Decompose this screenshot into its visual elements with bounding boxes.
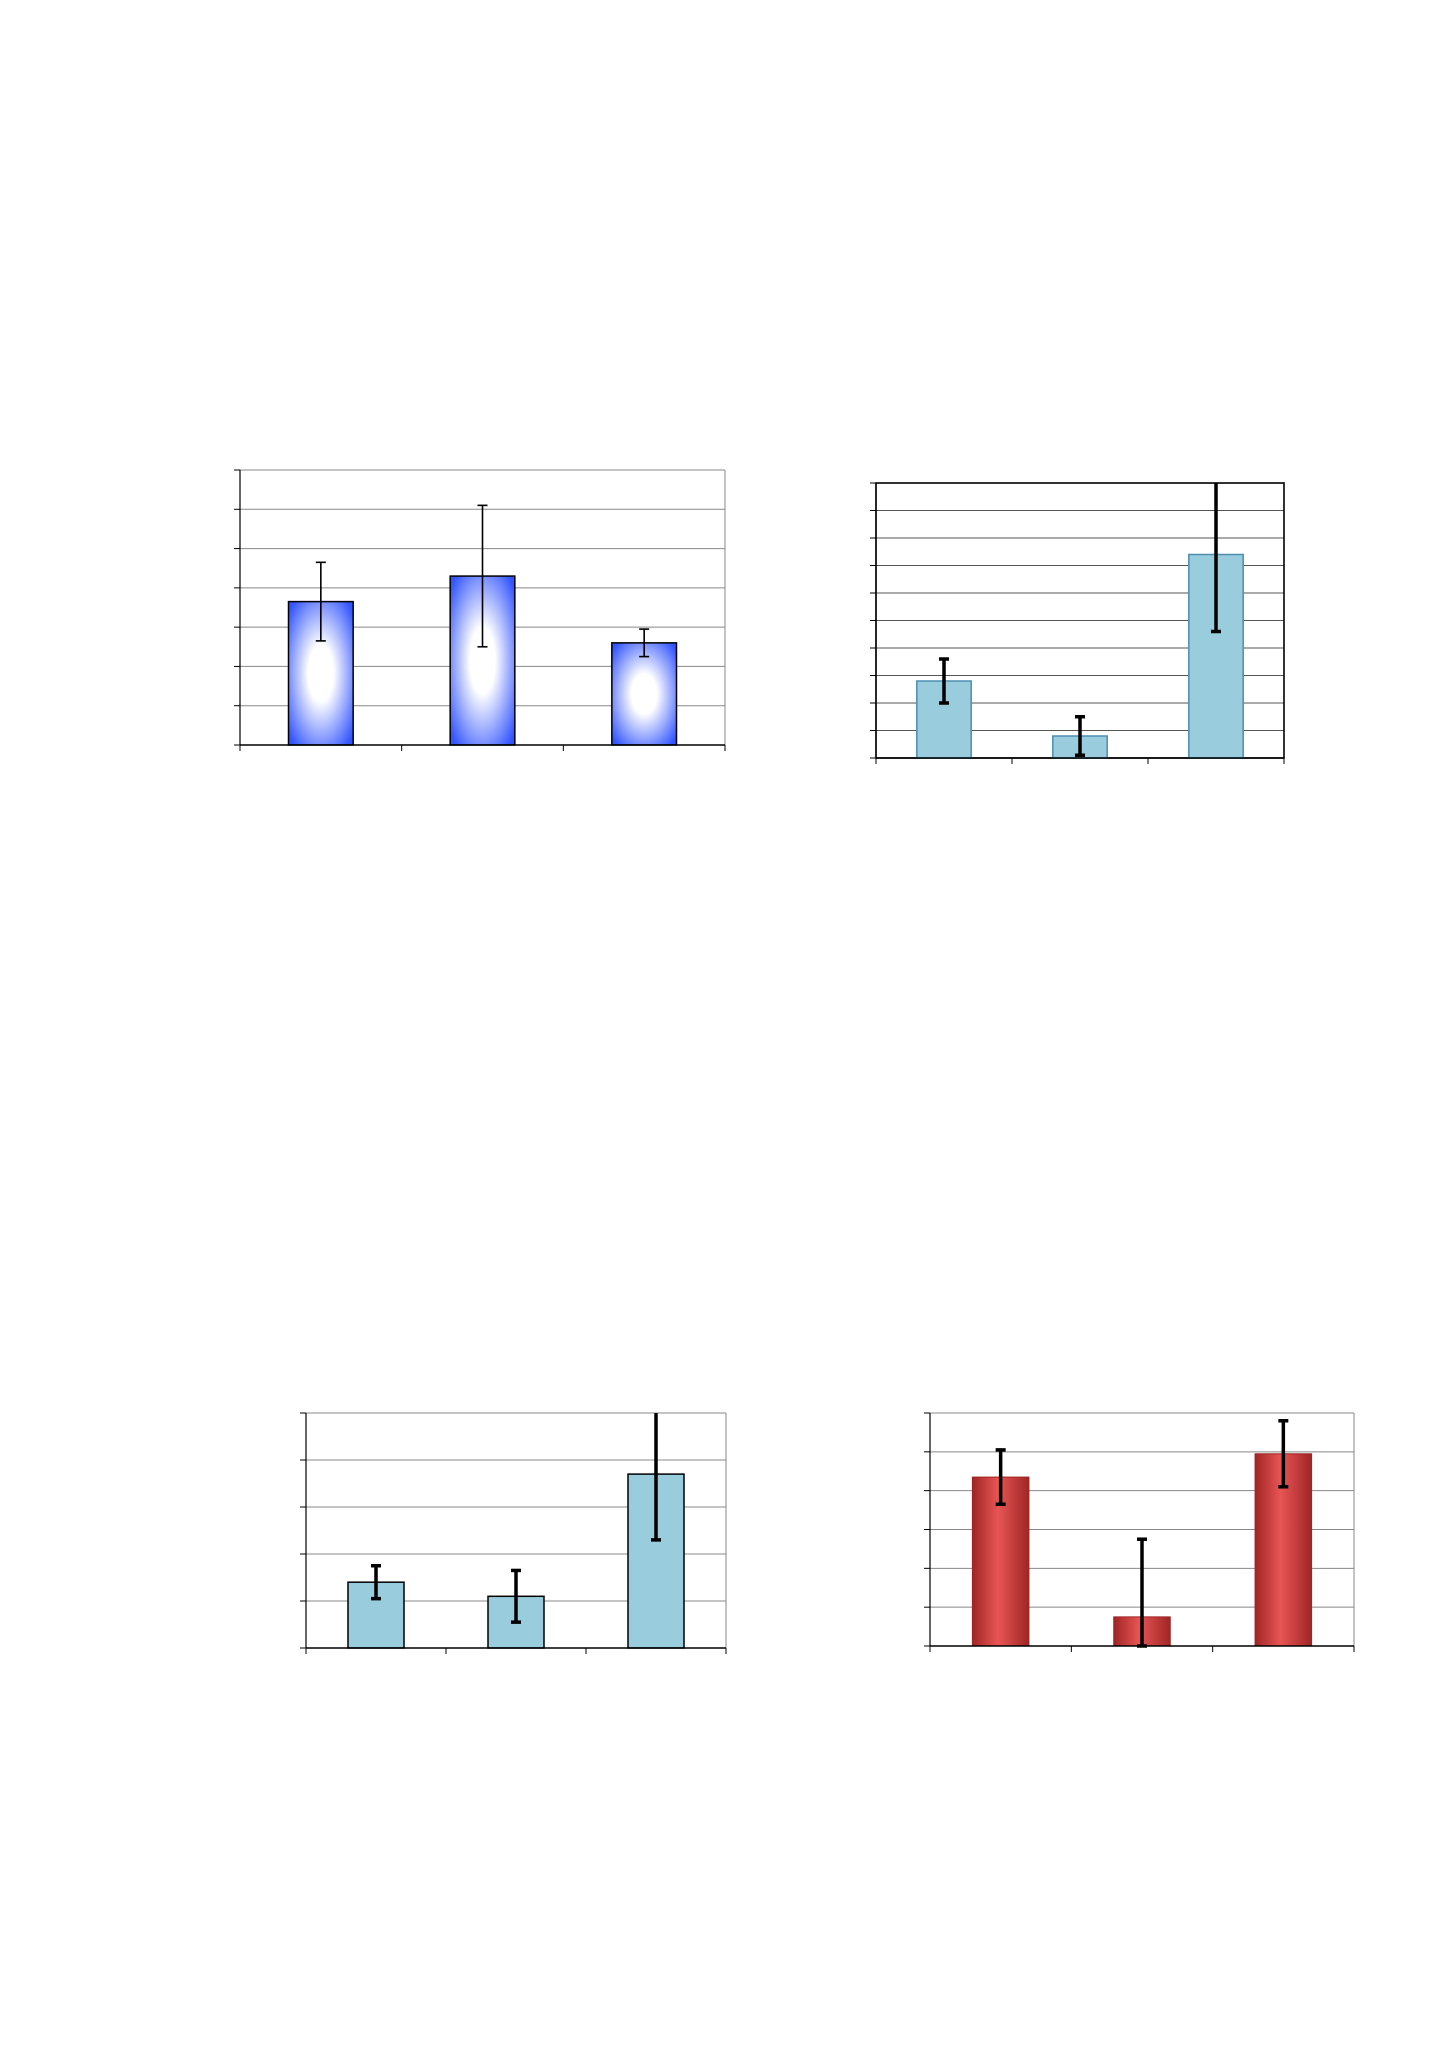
error-bar-3 xyxy=(639,628,650,658)
error-bar-3 xyxy=(1278,1419,1289,1489)
error-bar-1 xyxy=(371,1564,381,1601)
error-bar-2 xyxy=(477,504,488,648)
error-bar-1 xyxy=(939,657,949,705)
bar-chart-3 xyxy=(298,1408,734,1658)
error-bar-1 xyxy=(315,561,326,642)
error-bar-3 xyxy=(1211,483,1221,634)
bar-chart-4 xyxy=(922,1408,1358,1658)
error-bar-3 xyxy=(651,1413,661,1542)
error-bar-2 xyxy=(1137,1537,1147,1648)
bar-chart-2 xyxy=(868,478,1288,768)
error-bar-1 xyxy=(995,1448,1006,1507)
error-bar-2 xyxy=(1075,715,1085,757)
bar-chart-1 xyxy=(230,465,730,755)
bar-3 xyxy=(611,642,678,746)
error-bar-2 xyxy=(511,1568,521,1624)
